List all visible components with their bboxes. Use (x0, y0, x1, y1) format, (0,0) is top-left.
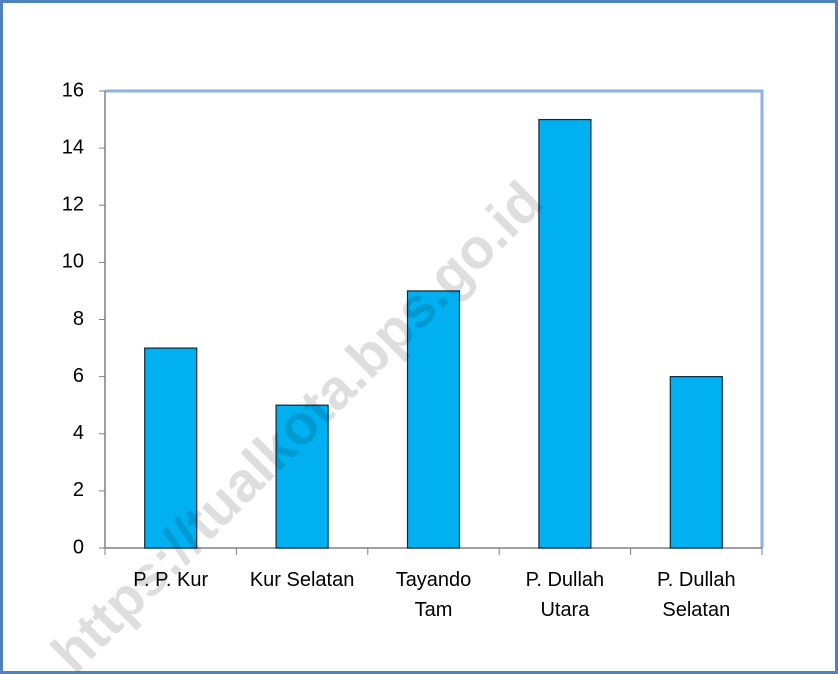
y-tick-label: 12 (62, 194, 84, 216)
y-tick-label: 14 (62, 136, 84, 158)
bar (275, 404, 329, 549)
y-tick-label: 0 (73, 536, 84, 558)
y-tick-label: 2 (73, 479, 84, 501)
y-tick-label: 8 (73, 308, 84, 330)
x-tick-label: P. Dullah Selatan (657, 569, 736, 621)
bar (669, 376, 723, 549)
bar (538, 118, 592, 549)
x-tick-label: Kur Selatan (249, 569, 355, 591)
bar (406, 290, 461, 549)
y-tick-label: 6 (73, 365, 84, 387)
plot-border (105, 89, 764, 548)
x-tick-label: P. P. Kur (133, 569, 209, 591)
x-tick-label: Tayando Tam (395, 569, 472, 621)
bar (144, 347, 198, 549)
x-tick-label: P. Dullah Utara (525, 569, 605, 621)
y-tick-label: 4 (73, 422, 84, 444)
y-tick-label: 10 (62, 251, 84, 273)
y-tick-label: 16 (62, 79, 84, 101)
